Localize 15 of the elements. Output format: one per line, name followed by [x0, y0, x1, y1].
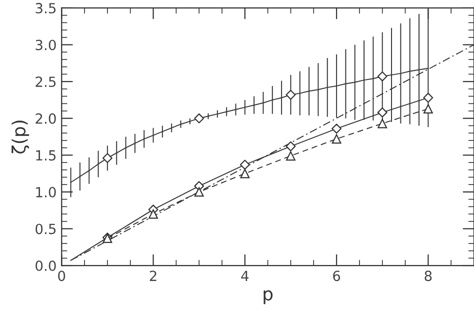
- y-tick-label: 0.0: [36, 260, 56, 272]
- x-tick-label: 2: [150, 270, 156, 281]
- y-tick-label: 1.0: [36, 186, 56, 198]
- y-tick-label: 1.5: [36, 150, 56, 161]
- y-tick-label: 0.5: [36, 224, 56, 234]
- x-tick-label: 4: [241, 270, 249, 281]
- y-tick-label: 3.0: [36, 40, 56, 50]
- y-tick-label: 2.0: [36, 113, 56, 124]
- y-axis-title: ζ(p): [12, 120, 30, 154]
- x-tick-label: 6: [333, 270, 340, 282]
- x-tick-label: 0: [58, 270, 66, 282]
- x-tick-label: 8: [424, 270, 432, 282]
- y-tick-label: 2.5: [36, 76, 56, 88]
- x-axis-title: p: [264, 290, 273, 304]
- y-tick-label: 3.5: [36, 2, 56, 14]
